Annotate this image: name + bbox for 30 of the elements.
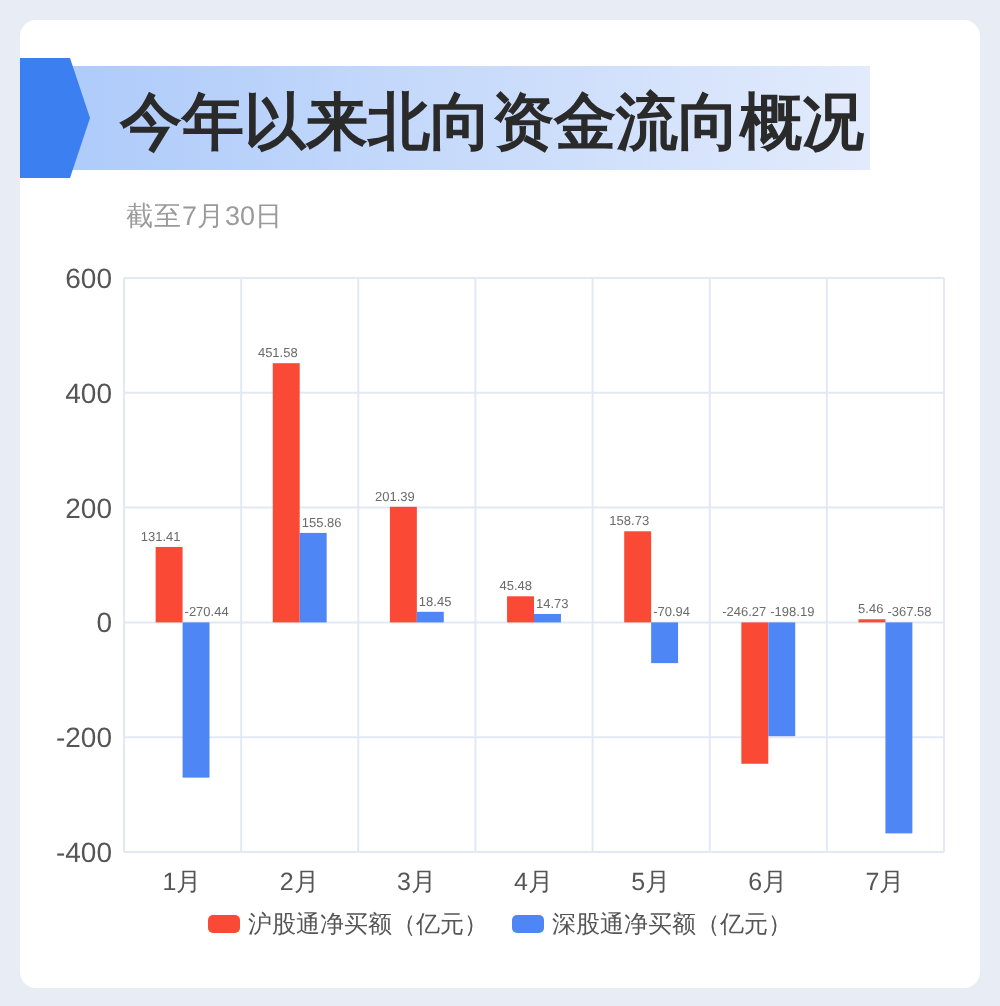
legend-label: 深股通净买额（亿元） <box>552 910 792 938</box>
x-tick-label: 7月 <box>865 868 906 896</box>
chart-title: 今年以来北向资金流向概况 <box>118 87 866 157</box>
bar <box>416 611 444 623</box>
legend-label: 沪股通净买额（亿元） <box>248 910 488 938</box>
bar <box>155 546 183 623</box>
bar <box>741 622 769 764</box>
x-tick-label: 5月 <box>631 868 672 896</box>
y-tick-label: -400 <box>55 836 113 868</box>
y-tick-label: 600 <box>65 262 113 294</box>
text: 截至7月30日 <box>126 201 284 231</box>
x-tick-label: 1月 <box>162 868 203 896</box>
bar <box>768 622 796 737</box>
bar <box>534 613 561 623</box>
x-tick-label: 2月 <box>279 868 320 896</box>
bar <box>299 532 327 623</box>
y-tick-label: 0 <box>96 606 113 639</box>
y-tick-label: 400 <box>65 376 113 409</box>
bar <box>389 506 417 623</box>
bar <box>272 363 300 623</box>
y-tick-label: -200 <box>55 721 113 754</box>
x-tick-label: 3月 <box>396 868 437 896</box>
x-tick-label: 6月 <box>748 868 789 896</box>
bar <box>507 596 534 623</box>
bar <box>624 531 652 623</box>
bar <box>182 622 210 778</box>
x-tick-label: 4月 <box>514 868 554 896</box>
bar <box>885 622 913 834</box>
y-tick-label: 200 <box>65 491 113 524</box>
bar <box>651 622 679 664</box>
